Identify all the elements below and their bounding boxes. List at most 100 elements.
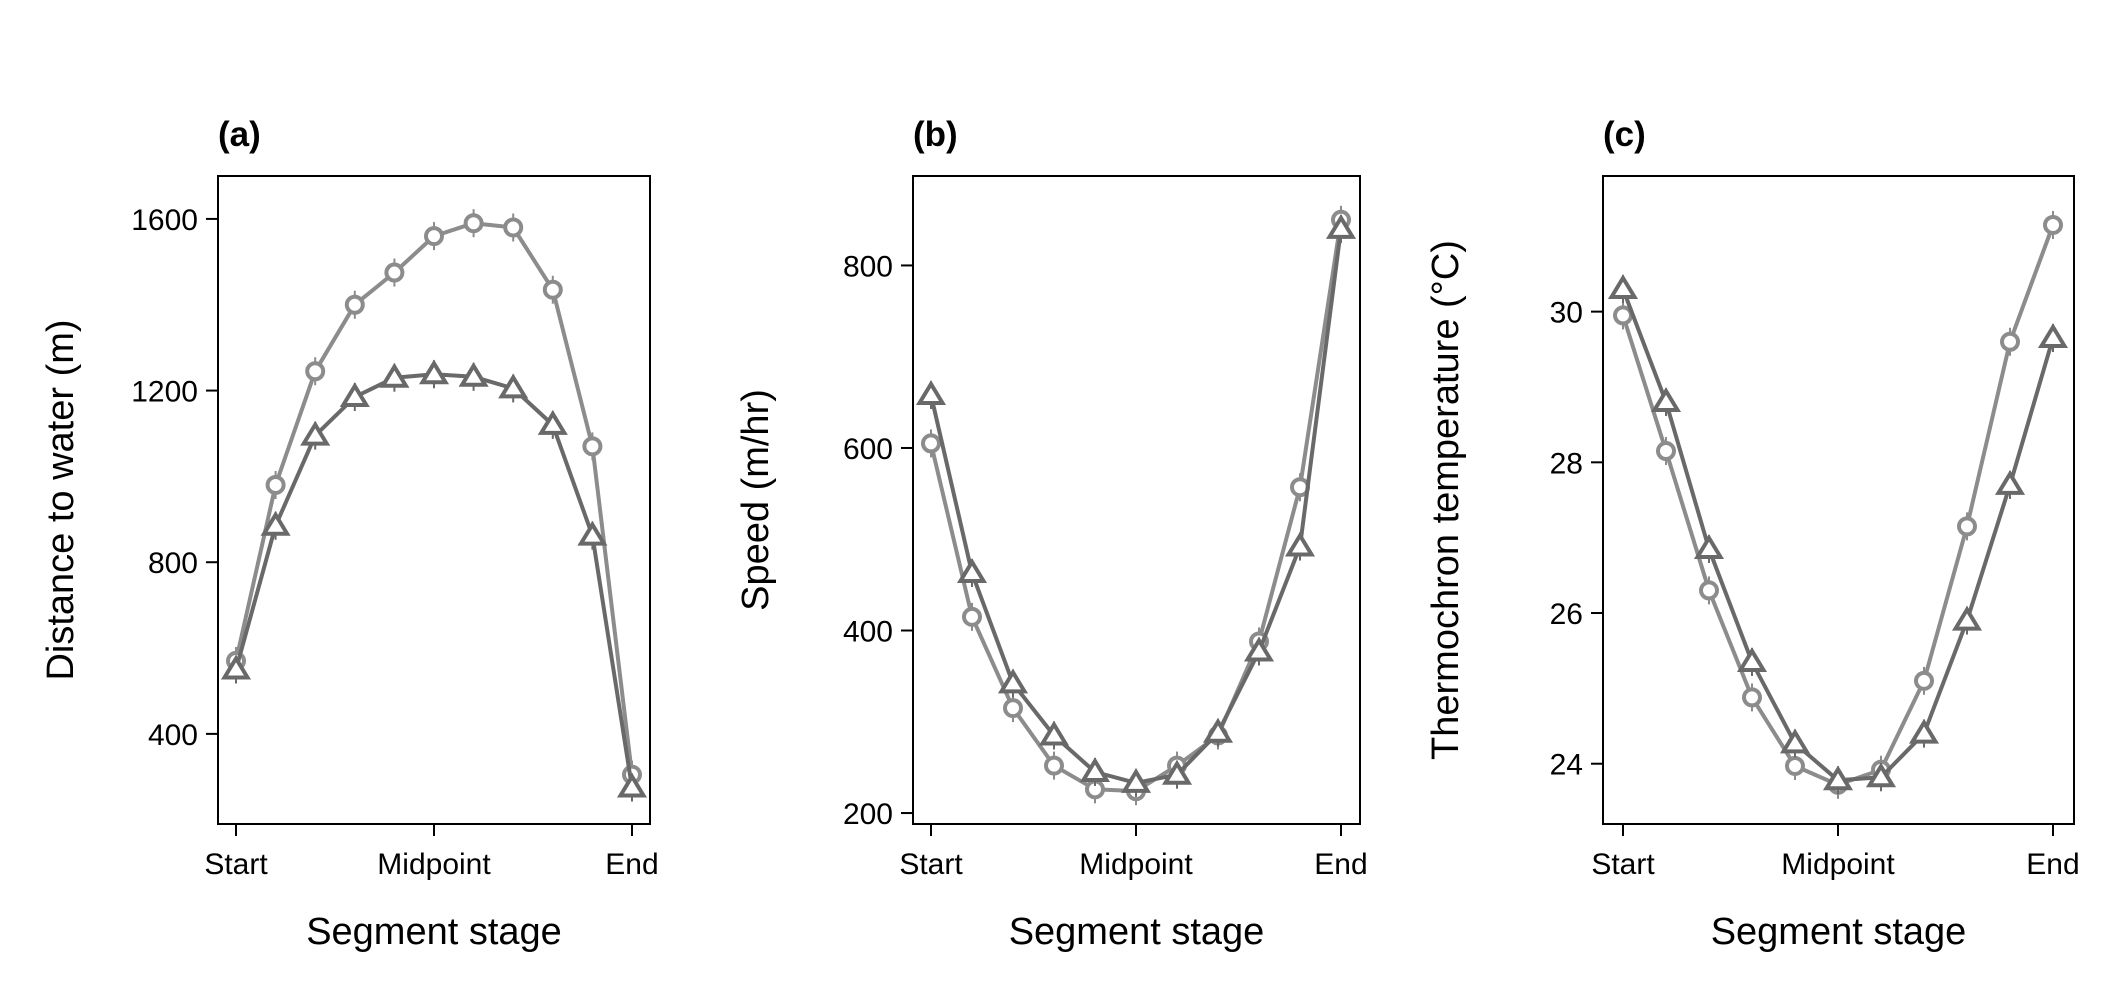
data-point-triangle — [300, 420, 331, 446]
y-tick-label: 800 — [148, 547, 198, 580]
x-tick-label: End — [605, 848, 658, 881]
series-line — [234, 372, 634, 788]
data-point-circle — [463, 213, 484, 234]
data-point-triangle — [1607, 274, 1639, 299]
data-point-circle — [424, 226, 444, 247]
data-point-triangle — [1038, 720, 1070, 746]
data-point-triangle — [1161, 759, 1193, 785]
data-point-triangle — [1284, 531, 1316, 557]
data-point-triangle — [997, 668, 1029, 694]
data-point-circle — [2000, 331, 2020, 352]
x-tick-label: Start — [899, 848, 963, 881]
x-tick-label: End — [1314, 848, 1367, 881]
y-tick-label: 200 — [843, 798, 893, 831]
series-1-circle — [226, 209, 642, 789]
data-point-circle — [1742, 687, 1762, 708]
x-tick-label: Midpoint — [1781, 848, 1895, 881]
data-point-triangle — [1822, 765, 1854, 791]
data-point-circle — [1699, 580, 1719, 601]
series-1-circle — [921, 205, 1351, 806]
data-point-triangle — [1736, 647, 1768, 672]
y-tick-label: 400 — [843, 616, 893, 649]
data-point-circle — [1957, 516, 1977, 537]
data-point-triangle — [1202, 717, 1234, 743]
x-tick-label: Start — [1591, 848, 1655, 881]
data-point-triangle — [498, 373, 529, 399]
data-point-circle — [2043, 214, 2063, 235]
data-point-triangle — [956, 558, 988, 583]
y-axis-title: Thermochron temperature (°C) — [1425, 240, 1467, 760]
y-tick-label: 1600 — [131, 204, 198, 237]
plot-frame — [217, 175, 651, 825]
y-tick-label: 24 — [1550, 749, 1583, 782]
panel-3: (c) 24 26 28 30 Start Midpoint End Segment stage… — [1425, 115, 2080, 953]
series-line — [1621, 224, 2055, 787]
data-point-triangle — [915, 380, 947, 405]
data-point-circle — [503, 217, 524, 238]
series-2-triangle — [915, 214, 1357, 797]
data-point-triangle — [1325, 214, 1357, 239]
panel-label: (c) — [1603, 115, 1646, 154]
panel-2: (b) 200 400 600 800 Start Midpoint End Segment s… — [735, 115, 1368, 953]
data-point-circle — [1044, 755, 1064, 776]
data-point-circle — [1003, 698, 1023, 719]
y-tick-label: 26 — [1550, 598, 1583, 631]
data-point-circle — [542, 279, 563, 300]
series-1-circle — [1613, 210, 2063, 799]
series-line — [234, 221, 634, 775]
y-axis-title: Distance to water (m) — [40, 319, 82, 680]
y-axis-title: Speed (m/hr) — [735, 389, 777, 611]
series-2-triangle — [1607, 274, 2069, 795]
data-point-triangle — [220, 654, 252, 680]
panel-label: (b) — [913, 115, 958, 154]
y-tick-label: 600 — [843, 433, 893, 466]
data-point-triangle — [1120, 768, 1152, 793]
data-point-circle — [1914, 670, 1934, 691]
data-point-triangle — [339, 382, 370, 407]
data-point-triangle — [1693, 534, 1725, 559]
data-point-circle — [1613, 305, 1633, 326]
series-line — [1621, 288, 2055, 783]
data-point-triangle — [616, 772, 648, 798]
series-2-triangle — [220, 359, 648, 802]
data-point-circle — [1785, 755, 1805, 776]
panel-1: (a) 400 800 1200 1600 Start Midpoint End Segment… — [40, 115, 659, 953]
data-point-triangle — [1243, 636, 1275, 662]
data-point-triangle — [577, 520, 608, 546]
data-point-triangle — [260, 510, 291, 536]
data-point-triangle — [2037, 323, 2069, 348]
data-point-triangle — [1779, 728, 1811, 754]
data-point-circle — [344, 294, 365, 315]
y-tick-label: 28 — [1550, 447, 1583, 480]
data-point-triangle — [1994, 470, 2026, 495]
y-tick-label: 30 — [1550, 297, 1583, 330]
data-point-triangle — [1908, 718, 1940, 744]
data-point-triangle — [1951, 605, 1983, 631]
x-tick-label: End — [2026, 848, 2079, 881]
data-point-triangle — [1650, 387, 1682, 412]
data-point-circle — [921, 433, 941, 454]
data-point-circle — [1656, 441, 1676, 462]
y-tick-label: 1200 — [131, 376, 198, 409]
x-axis-title: Segment stage — [1009, 911, 1265, 953]
x-tick-label: Start — [204, 848, 268, 881]
y-tick-label: 400 — [148, 719, 198, 752]
series-line — [929, 228, 1343, 785]
plot-frame — [912, 175, 1361, 825]
data-point-triangle — [379, 362, 410, 388]
x-tick-label: Midpoint — [1079, 848, 1193, 881]
data-point-circle — [582, 436, 603, 457]
data-point-circle — [305, 361, 326, 382]
panel-label: (a) — [218, 115, 261, 154]
data-point-circle — [384, 262, 405, 283]
data-point-circle — [962, 606, 982, 627]
series-line — [929, 219, 1343, 794]
data-point-triangle — [537, 410, 568, 435]
x-axis-title: Segment stage — [1711, 911, 1967, 953]
data-point-triangle — [1079, 757, 1111, 782]
x-tick-label: Midpoint — [377, 848, 491, 881]
x-axis-title: Segment stage — [306, 911, 562, 953]
data-point-circle — [265, 474, 286, 495]
data-point-triangle — [1865, 762, 1897, 788]
